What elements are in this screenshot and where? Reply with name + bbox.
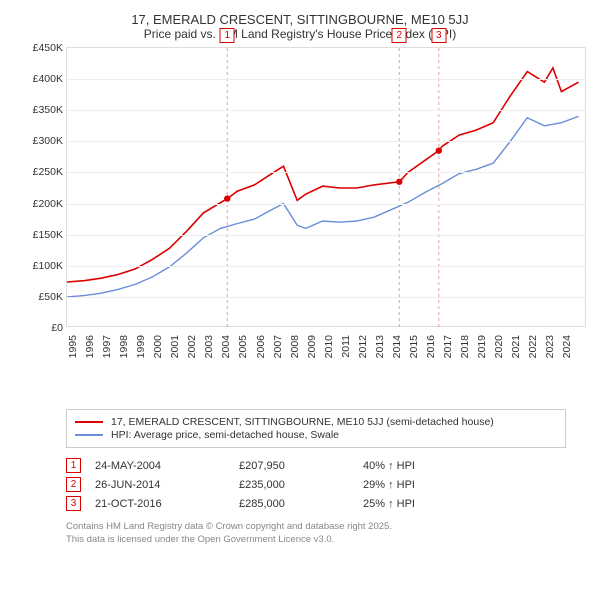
x-tick-label: 2013 (374, 335, 386, 365)
legend-row: HPI: Average price, semi-detached house,… (75, 429, 557, 441)
chart-title: 17, EMERALD CRESCENT, SITTINGBOURNE, ME1… (12, 12, 588, 27)
x-tick-label: 2005 (237, 335, 249, 365)
sale-num-box: 3 (66, 496, 81, 511)
x-tick-label: 2021 (510, 335, 522, 365)
y-tick-label: £350K (25, 104, 63, 116)
x-tick-label: 2001 (169, 335, 181, 365)
sale-row: 3 21-OCT-2016 £285,000 25% ↑ HPI (66, 496, 546, 511)
x-tick-label: 2009 (306, 335, 318, 365)
legend-row: 17, EMERALD CRESCENT, SITTINGBOURNE, ME1… (75, 416, 557, 428)
sale-hpi: 25% ↑ HPI (363, 498, 463, 510)
legend-label: 17, EMERALD CRESCENT, SITTINGBOURNE, ME1… (111, 416, 494, 428)
legend-swatch (75, 434, 103, 436)
sale-date: 21-OCT-2016 (95, 498, 225, 510)
y-tick-label: £300K (25, 135, 63, 147)
x-tick-label: 1999 (135, 335, 147, 365)
x-tick-label: 2019 (476, 335, 488, 365)
sale-date: 26-JUN-2014 (95, 479, 225, 491)
sale-marker: 1 (220, 28, 235, 43)
sale-hpi: 40% ↑ HPI (363, 460, 463, 472)
sale-hpi: 29% ↑ HPI (363, 479, 463, 491)
sale-price: £235,000 (239, 479, 349, 491)
y-tick-label: £50K (25, 291, 63, 303)
sale-num-box: 2 (66, 477, 81, 492)
x-tick-label: 2011 (340, 335, 352, 365)
footnote: Contains HM Land Registry data © Crown c… (66, 521, 566, 547)
y-tick-label: £450K (25, 42, 63, 54)
x-tick-label: 1997 (101, 335, 113, 365)
y-tick-label: £400K (25, 73, 63, 85)
sale-row: 2 26-JUN-2014 £235,000 29% ↑ HPI (66, 477, 546, 492)
sale-marker: 2 (392, 28, 407, 43)
series-line (67, 68, 579, 282)
x-tick-label: 2002 (186, 335, 198, 365)
x-tick-label: 2018 (459, 335, 471, 365)
x-tick-label: 2023 (544, 335, 556, 365)
legend-swatch (75, 421, 103, 423)
x-tick-label: 2020 (493, 335, 505, 365)
sale-date: 24-MAY-2004 (95, 460, 225, 472)
x-tick-label: 2016 (425, 335, 437, 365)
x-tick-label: 1995 (67, 335, 79, 365)
x-tick-label: 2008 (289, 335, 301, 365)
x-tick-label: 2010 (323, 335, 335, 365)
chart-container: 17, EMERALD CRESCENT, SITTINGBOURNE, ME1… (0, 0, 600, 590)
x-tick-label: 2017 (442, 335, 454, 365)
chart-subtitle: Price paid vs. HM Land Registry's House … (12, 27, 588, 41)
x-tick-label: 1996 (84, 335, 96, 365)
legend-box: 17, EMERALD CRESCENT, SITTINGBOURNE, ME1… (66, 409, 566, 448)
y-tick-label: £0 (25, 322, 63, 334)
x-tick-label: 2012 (357, 335, 369, 365)
x-tick-label: 2022 (527, 335, 539, 365)
y-tick-label: £100K (25, 260, 63, 272)
series-line (67, 116, 579, 297)
sale-table: 1 24-MAY-2004 £207,950 40% ↑ HPI 2 26-JUN-201… (66, 458, 546, 511)
x-tick-label: 2000 (152, 335, 164, 365)
footnote-line2: This data is licensed under the Open Gov… (66, 534, 566, 547)
plot-area: £0 £50K £100K £150K £200K £250K £300K £350K £400… (26, 47, 586, 367)
chart-svg (67, 48, 585, 326)
sale-price: £285,000 (239, 498, 349, 510)
sale-price: £207,950 (239, 460, 349, 472)
y-tick-label: £200K (25, 198, 63, 210)
footnote-line1: Contains HM Land Registry data © Crown c… (66, 521, 566, 534)
y-tick-label: £150K (25, 229, 63, 241)
legend-label: HPI: Average price, semi-detached house,… (111, 429, 339, 441)
x-tick-label: 1998 (118, 335, 130, 365)
x-tick-label: 2015 (408, 335, 420, 365)
x-tick-label: 2004 (220, 335, 232, 365)
sale-num-box: 1 (66, 458, 81, 473)
x-tick-label: 2014 (391, 335, 403, 365)
sale-marker: 3 (431, 28, 446, 43)
x-tick-label: 2006 (255, 335, 267, 365)
y-tick-label: £250K (25, 166, 63, 178)
x-tick-label: 2024 (561, 335, 573, 365)
sale-row: 1 24-MAY-2004 £207,950 40% ↑ HPI (66, 458, 546, 473)
x-tick-label: 2007 (272, 335, 284, 365)
chart-rect: £0£50K£100K£150K£200K£250K£300K£350K£400… (66, 47, 586, 327)
x-tick-label: 2003 (203, 335, 215, 365)
